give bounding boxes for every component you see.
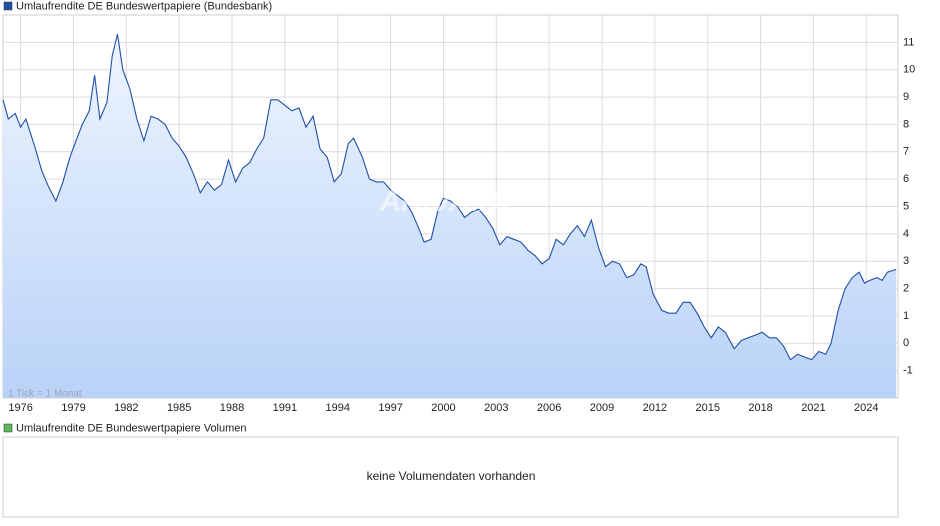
x-tick-label: 2000 xyxy=(431,402,455,414)
x-tick-label: 2015 xyxy=(695,402,719,414)
watermark: ARIVA.DE xyxy=(378,185,521,218)
y-tick-label: 8 xyxy=(903,118,909,130)
x-tick-label: 2003 xyxy=(484,402,508,414)
y-tick-label: -1 xyxy=(903,365,913,377)
area xyxy=(3,34,897,398)
y-tick-label: 5 xyxy=(903,200,909,212)
y-tick-label: 7 xyxy=(903,146,909,158)
line xyxy=(2,33,897,361)
y-tick-label: 1 xyxy=(903,310,909,322)
y-tick-label: 9 xyxy=(903,91,909,103)
x-tick-label: 1985 xyxy=(167,402,191,414)
data xyxy=(2,33,897,398)
volume-panel xyxy=(2,436,899,518)
legend-label: Umlaufrendite DE Bundeswertpapiere Volum… xyxy=(16,422,247,434)
no-data-message: keine Volumendaten vorhanden xyxy=(367,469,536,483)
y-tick-label: 10 xyxy=(903,64,915,76)
x-tick-label: 2024 xyxy=(854,402,878,414)
legend-label: Umlaufrendite DE Bundeswertpapiere (Bund… xyxy=(16,0,272,12)
x-tick-label: 2006 xyxy=(537,402,561,414)
x-tick-label: 1991 xyxy=(273,402,297,414)
legend-swatch xyxy=(3,1,13,11)
annotation: 1 Tick = 1 Monat xyxy=(8,389,82,400)
x-tick-label: 1979 xyxy=(61,402,85,414)
x-tick-label: 2012 xyxy=(643,402,667,414)
x-tick-label: 1994 xyxy=(326,402,350,414)
x-tick-label: 2021 xyxy=(801,402,825,414)
legend-swatch xyxy=(3,423,13,433)
x-tick-label: 1976 xyxy=(8,402,32,414)
x-tick-label: 1982 xyxy=(114,402,138,414)
x-tick-label: 2009 xyxy=(590,402,614,414)
y-tick-label: 2 xyxy=(903,282,909,294)
y-tick-label: 4 xyxy=(903,228,909,240)
y-tick-label: 11 xyxy=(903,36,914,48)
x-tick-label: 2018 xyxy=(748,402,772,414)
x-tick-label: 1997 xyxy=(378,402,402,414)
y-tick-label: 0 xyxy=(903,337,909,349)
x-tick-label: 1988 xyxy=(220,402,244,414)
y-tick-label: 6 xyxy=(903,173,909,185)
y-tick-label: 3 xyxy=(903,255,909,267)
